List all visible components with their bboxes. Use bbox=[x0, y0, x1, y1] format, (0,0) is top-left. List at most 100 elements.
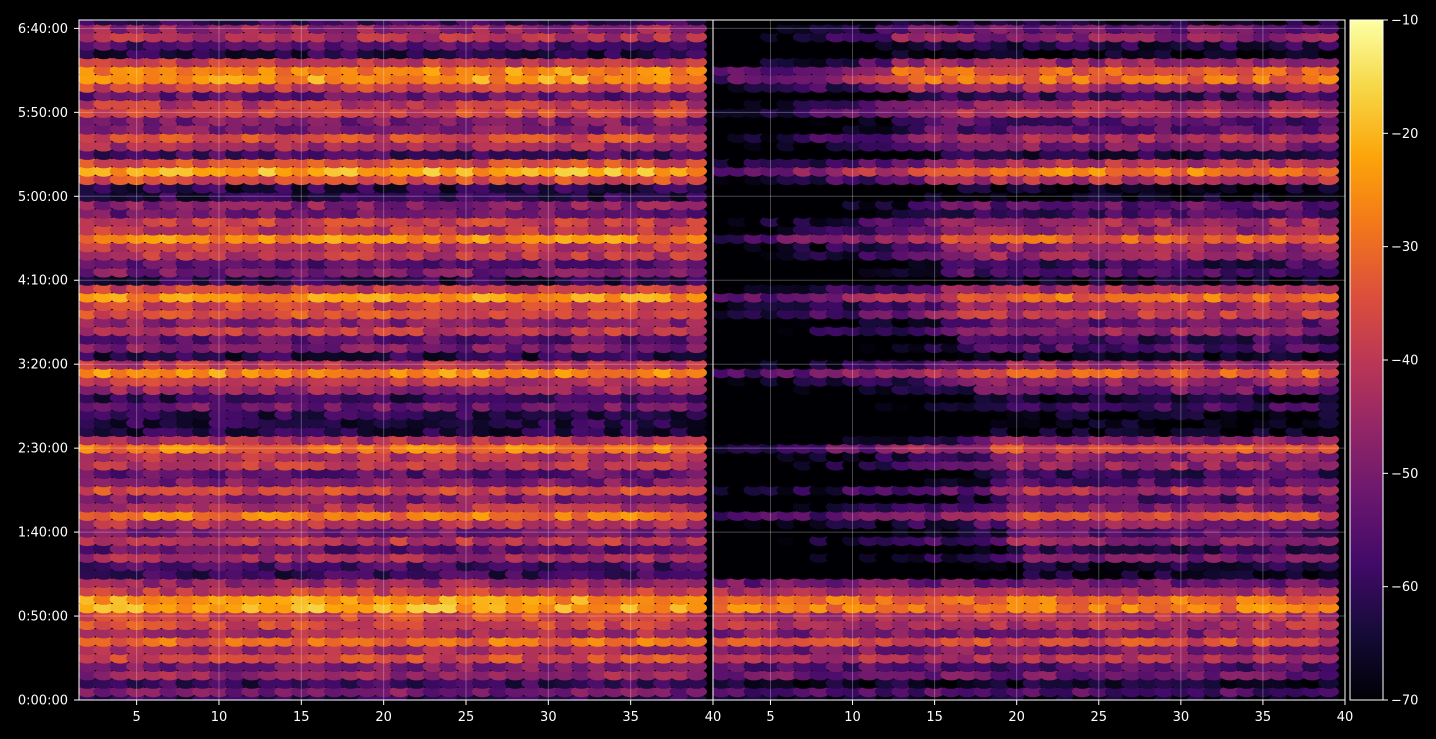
heatmap-cell bbox=[537, 98, 559, 110]
heatmap-cell bbox=[686, 686, 707, 698]
heatmap-cell bbox=[422, 64, 444, 76]
heatmap-cell bbox=[760, 316, 781, 328]
heatmap-cell bbox=[842, 434, 863, 446]
heatmap-cell bbox=[653, 610, 675, 622]
heatmap-cell bbox=[1252, 367, 1274, 379]
heatmap-cell bbox=[159, 358, 181, 370]
heatmap-cell bbox=[891, 543, 913, 555]
heatmap-cell bbox=[825, 677, 847, 689]
heatmap-cell bbox=[1039, 501, 1060, 513]
heatmap-cell bbox=[1104, 450, 1126, 463]
heatmap-cell bbox=[356, 467, 378, 479]
heatmap-cell bbox=[455, 325, 477, 337]
heatmap-cell bbox=[373, 98, 395, 110]
heatmap-cell bbox=[727, 652, 749, 664]
heatmap-cell bbox=[126, 509, 148, 521]
heatmap-cell bbox=[603, 442, 625, 454]
heatmap-cell bbox=[1071, 518, 1093, 530]
heatmap-cell bbox=[1268, 476, 1290, 488]
heatmap-cell bbox=[307, 199, 329, 211]
heatmap-cell bbox=[669, 266, 691, 278]
heatmap-cell bbox=[93, 123, 115, 135]
heatmap-cell bbox=[175, 534, 197, 547]
heatmap-cell bbox=[653, 383, 675, 395]
heatmap-cell bbox=[570, 81, 592, 93]
heatmap-cell bbox=[1039, 476, 1060, 488]
heatmap-cell bbox=[776, 509, 798, 521]
heatmap-cell bbox=[1236, 534, 1257, 547]
heatmap-cell bbox=[956, 442, 978, 454]
heatmap-cell bbox=[290, 677, 312, 689]
heatmap-cell bbox=[488, 81, 510, 93]
heatmap-cell bbox=[874, 383, 896, 395]
heatmap-cell bbox=[554, 106, 576, 118]
heatmap-cell bbox=[603, 400, 625, 412]
heatmap-cell bbox=[406, 492, 428, 505]
heatmap-cell bbox=[356, 476, 378, 488]
heatmap-cell bbox=[1203, 492, 1225, 505]
heatmap-cell bbox=[603, 602, 625, 614]
heatmap-cell bbox=[472, 333, 493, 345]
heatmap-cell bbox=[743, 484, 765, 496]
heatmap-cell bbox=[653, 409, 675, 421]
heatmap-cell bbox=[126, 190, 148, 202]
heatmap-cell bbox=[323, 669, 345, 681]
heatmap-cell bbox=[340, 409, 362, 421]
heatmap-cell bbox=[1121, 644, 1143, 656]
heatmap-cell bbox=[126, 157, 148, 169]
heatmap-cell bbox=[439, 459, 460, 471]
heatmap-cell bbox=[792, 484, 814, 496]
heatmap-cell bbox=[620, 299, 642, 311]
heatmap-cell bbox=[570, 450, 592, 463]
heatmap-cell bbox=[1055, 509, 1077, 521]
heatmap-cell bbox=[537, 316, 559, 328]
heatmap-cell bbox=[290, 73, 312, 85]
heatmap-cell bbox=[874, 560, 896, 572]
heatmap-cell bbox=[307, 148, 329, 160]
heatmap-cell bbox=[93, 39, 115, 51]
heatmap-cell bbox=[1039, 434, 1060, 446]
heatmap-cell bbox=[208, 165, 230, 177]
heatmap-cell bbox=[307, 400, 329, 412]
heatmap-cell bbox=[142, 64, 164, 76]
heatmap-cell bbox=[241, 425, 263, 437]
heatmap-cell bbox=[521, 131, 543, 144]
heatmap-cell bbox=[488, 274, 510, 286]
heatmap-cell bbox=[727, 677, 749, 689]
heatmap-cell bbox=[620, 257, 642, 270]
heatmap-cell bbox=[455, 434, 477, 446]
heatmap-cell bbox=[340, 283, 362, 295]
heatmap-cell bbox=[1252, 593, 1274, 605]
heatmap-cell bbox=[356, 73, 378, 85]
heatmap-cell bbox=[208, 501, 230, 513]
heatmap-cell bbox=[940, 434, 962, 446]
heatmap-cell bbox=[422, 249, 444, 261]
heatmap-cell bbox=[809, 383, 831, 395]
heatmap-cell bbox=[389, 509, 411, 521]
heatmap-cell bbox=[686, 518, 707, 530]
heatmap-cell bbox=[1006, 375, 1028, 387]
heatmap-cell bbox=[422, 173, 444, 186]
heatmap-cell bbox=[973, 299, 995, 311]
heatmap-cell bbox=[653, 585, 675, 597]
heatmap-cell bbox=[924, 308, 946, 320]
heatmap-cell bbox=[973, 526, 995, 538]
heatmap-cell bbox=[159, 207, 181, 219]
heatmap-cell bbox=[323, 450, 345, 463]
heatmap-cell bbox=[1236, 442, 1257, 454]
heatmap-cell bbox=[175, 518, 197, 530]
heatmap-cell bbox=[290, 115, 312, 127]
heatmap-cell bbox=[727, 492, 749, 505]
heatmap-cell bbox=[472, 518, 493, 530]
heatmap-cell bbox=[1301, 677, 1323, 689]
heatmap-cell bbox=[488, 123, 510, 135]
heatmap-cell bbox=[1055, 585, 1077, 597]
heatmap-cell bbox=[669, 585, 691, 597]
heatmap-cell bbox=[455, 173, 477, 186]
heatmap-cell bbox=[109, 492, 131, 505]
heatmap-cell bbox=[1153, 299, 1175, 311]
heatmap-cell bbox=[356, 39, 378, 51]
heatmap-cell bbox=[620, 543, 642, 555]
heatmap-cell bbox=[669, 602, 691, 614]
heatmap-cell bbox=[907, 459, 929, 471]
